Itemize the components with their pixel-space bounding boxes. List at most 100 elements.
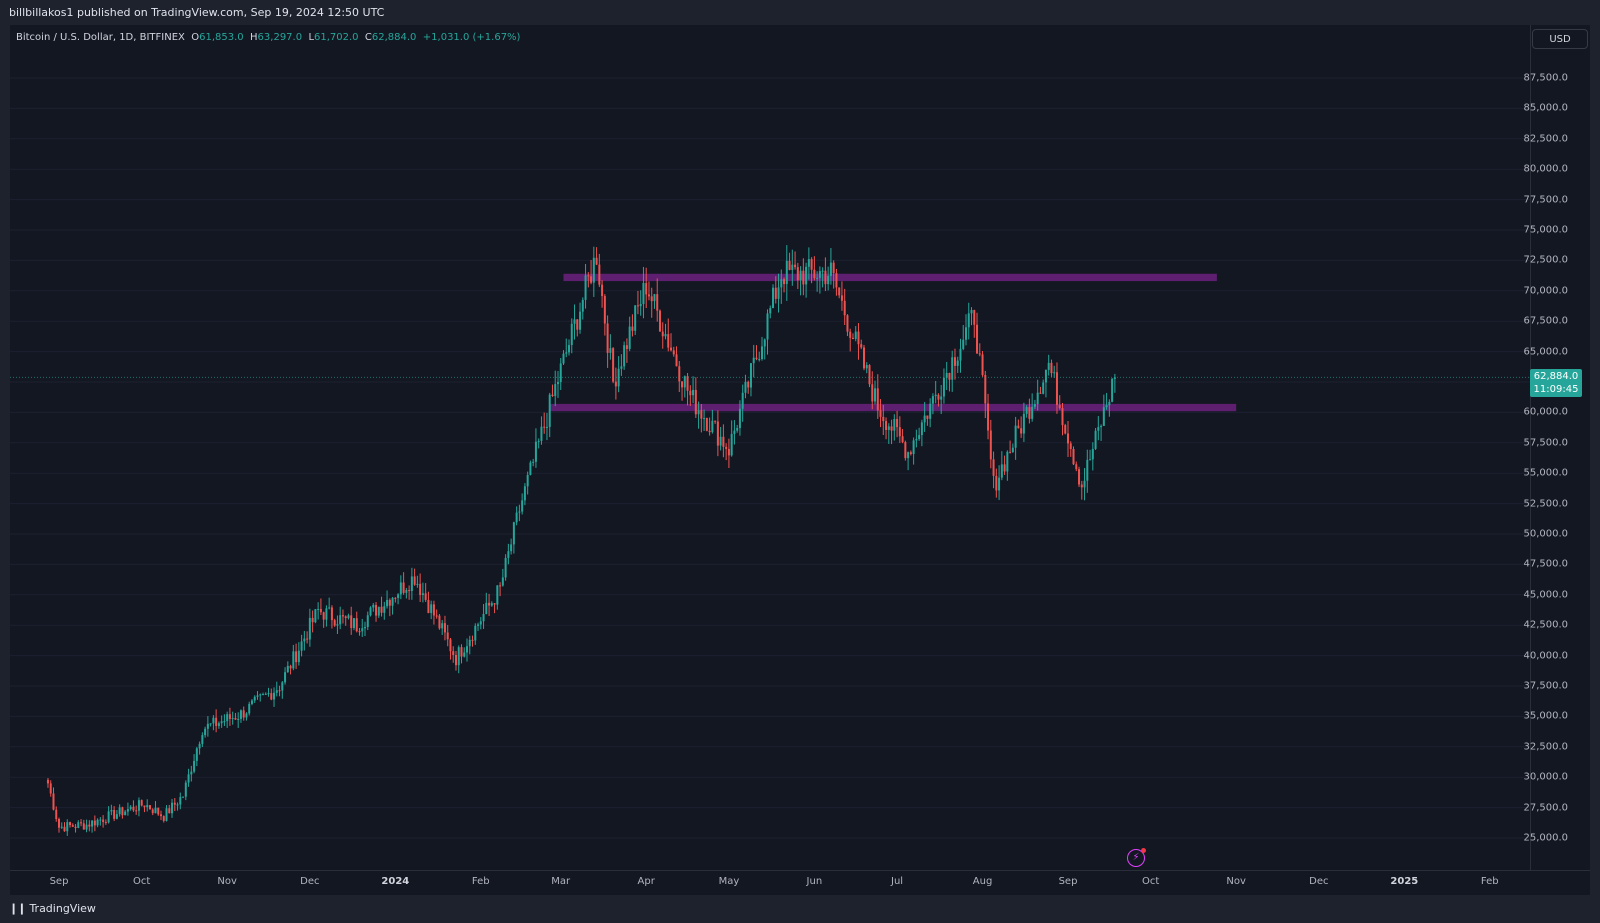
candle-body <box>66 822 69 832</box>
symbol-legend[interactable]: Bitcoin / U.S. Dollar, 1D, BITFINEX O61,… <box>16 31 520 45</box>
candle-body <box>1075 464 1078 470</box>
candle-body <box>154 807 157 814</box>
tradingview-brand[interactable]: ❙❙ TradingView <box>9 902 96 915</box>
candle-body <box>446 632 449 640</box>
price-tick-label: 60,000.0 <box>1523 406 1568 418</box>
candle-body <box>747 381 750 388</box>
candle-body <box>772 287 775 309</box>
candle-body <box>421 593 424 596</box>
candle-body <box>93 820 96 826</box>
candle-body <box>165 808 168 821</box>
candle-body <box>554 384 557 397</box>
candle-body <box>273 692 276 700</box>
candle-body <box>262 694 265 696</box>
candle-body <box>1086 459 1089 481</box>
candle-body <box>1033 404 1036 407</box>
candle-body <box>314 609 317 623</box>
candle-body <box>636 305 639 307</box>
candle-body <box>893 418 896 431</box>
candle-body <box>366 615 369 628</box>
candle-body <box>901 436 904 443</box>
high-label: H <box>250 32 258 43</box>
candle-body <box>184 782 187 797</box>
candle-body <box>454 655 457 666</box>
candle-body <box>322 612 325 620</box>
candle-body <box>606 323 609 353</box>
time-tick-label: 2025 <box>1390 876 1419 887</box>
candle-body <box>854 331 857 339</box>
candle-body <box>769 308 772 314</box>
candles <box>46 245 1116 836</box>
candle-body <box>788 260 791 270</box>
candle-body <box>570 323 573 346</box>
candle-body <box>237 718 240 720</box>
candle-body <box>694 389 697 415</box>
candle-body <box>995 475 998 491</box>
candle-body <box>882 416 885 422</box>
candle-body <box>99 819 102 821</box>
candle-body <box>623 345 626 367</box>
candle-body <box>700 410 703 419</box>
candle-body <box>1069 443 1072 449</box>
candle-body <box>52 793 55 810</box>
candle-body <box>215 717 218 726</box>
candle-body <box>989 430 992 460</box>
candle-body <box>1009 451 1012 453</box>
candle-body <box>449 639 452 652</box>
candle-body <box>692 389 695 396</box>
candle-body <box>479 621 482 625</box>
price-tick-label: 45,000.0 <box>1523 589 1568 601</box>
candle-body <box>656 294 659 311</box>
candle-body <box>774 287 777 299</box>
candle-body <box>507 551 510 558</box>
candle-body <box>805 266 808 285</box>
candle-body <box>534 441 537 462</box>
candle-body <box>137 800 140 811</box>
candle-body <box>77 822 80 828</box>
candle-body <box>763 339 766 347</box>
candle-body <box>281 682 284 691</box>
candle-body <box>681 381 684 388</box>
candle-body <box>645 283 648 295</box>
candle-body <box>311 617 314 623</box>
lightning-icon[interactable]: ⚡ <box>1127 848 1146 867</box>
candle-body <box>438 615 441 629</box>
candle-body <box>719 436 722 446</box>
price-tick-label: 30,000.0 <box>1523 771 1568 783</box>
candle-body <box>818 271 821 278</box>
open-label: O <box>191 32 200 43</box>
candle-body <box>565 352 568 354</box>
candle-body <box>151 809 154 814</box>
candle-body <box>187 774 190 783</box>
candle-body <box>113 810 116 819</box>
candle-body <box>160 814 163 817</box>
publish-line: billbillakos1 published on TradingView.c… <box>9 6 385 19</box>
bar-countdown: 11:09:45 <box>1533 384 1579 396</box>
candle-body <box>1014 425 1017 448</box>
candle-body <box>397 594 400 598</box>
candle-body <box>540 426 543 441</box>
currency-button[interactable]: USD <box>1532 29 1588 49</box>
candle-body <box>587 275 590 277</box>
candle-body <box>959 348 962 361</box>
candle-body <box>60 826 63 828</box>
candlestick-chart[interactable] <box>10 25 1530 870</box>
candle-body <box>391 597 394 606</box>
candle-body <box>1078 469 1081 485</box>
candle-body <box>1089 459 1092 461</box>
candle-body <box>190 771 193 775</box>
candle-body <box>220 721 223 724</box>
candle-body <box>970 310 973 314</box>
price-tick-label: 40,000.0 <box>1523 650 1568 662</box>
candle-body <box>212 717 215 724</box>
candle-body <box>978 353 981 355</box>
candle-body <box>292 651 295 669</box>
candle-body <box>785 260 788 285</box>
price-tick-label: 55,000.0 <box>1523 467 1568 479</box>
candle-body <box>182 796 185 798</box>
candle-body <box>1097 427 1100 431</box>
change-value: +1,031.0 (+1.67%) <box>422 32 521 43</box>
candle-body <box>308 617 311 640</box>
chart-area[interactable] <box>10 25 1590 895</box>
candle-body <box>840 295 843 301</box>
